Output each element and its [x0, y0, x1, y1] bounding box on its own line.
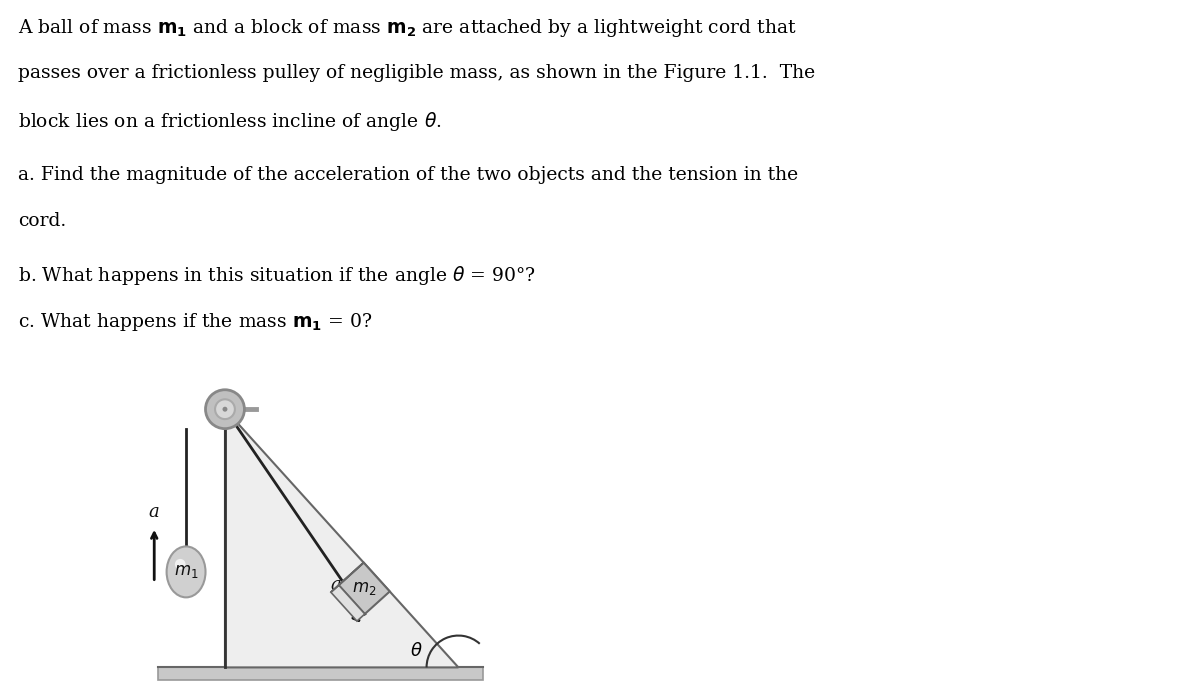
- Ellipse shape: [175, 559, 186, 570]
- Text: $m_2$: $m_2$: [352, 580, 377, 597]
- Circle shape: [205, 390, 245, 428]
- Polygon shape: [338, 563, 390, 614]
- Text: block lies on a frictionless incline of angle $\mathit{\theta}$.: block lies on a frictionless incline of …: [18, 110, 442, 133]
- Circle shape: [215, 399, 235, 419]
- Text: $m_1$: $m_1$: [174, 563, 198, 581]
- Text: a. Find the magnitude of the acceleration of the two objects and the tension in : a. Find the magnitude of the acceleratio…: [18, 166, 798, 184]
- Text: cord.: cord.: [18, 212, 66, 230]
- Bar: [157, 667, 484, 680]
- Text: A ball of mass $\mathbf{m_1}$ and a block of mass $\mathbf{m_2}$ are attached by: A ball of mass $\mathbf{m_1}$ and a bloc…: [18, 17, 797, 39]
- Polygon shape: [331, 585, 365, 621]
- Text: passes over a frictionless pulley of negligible mass, as shown in the Figure 1.1: passes over a frictionless pulley of neg…: [18, 64, 815, 82]
- Polygon shape: [224, 409, 458, 667]
- Text: $\theta$: $\theta$: [409, 642, 422, 660]
- Text: b. What happens in this situation if the angle $\theta$ = 90°?: b. What happens in this situation if the…: [18, 264, 535, 287]
- Text: a: a: [331, 576, 342, 594]
- Polygon shape: [331, 563, 364, 592]
- Text: a: a: [149, 502, 160, 520]
- Circle shape: [222, 407, 228, 412]
- Ellipse shape: [167, 547, 205, 597]
- Text: c. What happens if the mass $\mathbf{m_1}$ = 0?: c. What happens if the mass $\mathbf{m_1…: [18, 311, 372, 333]
